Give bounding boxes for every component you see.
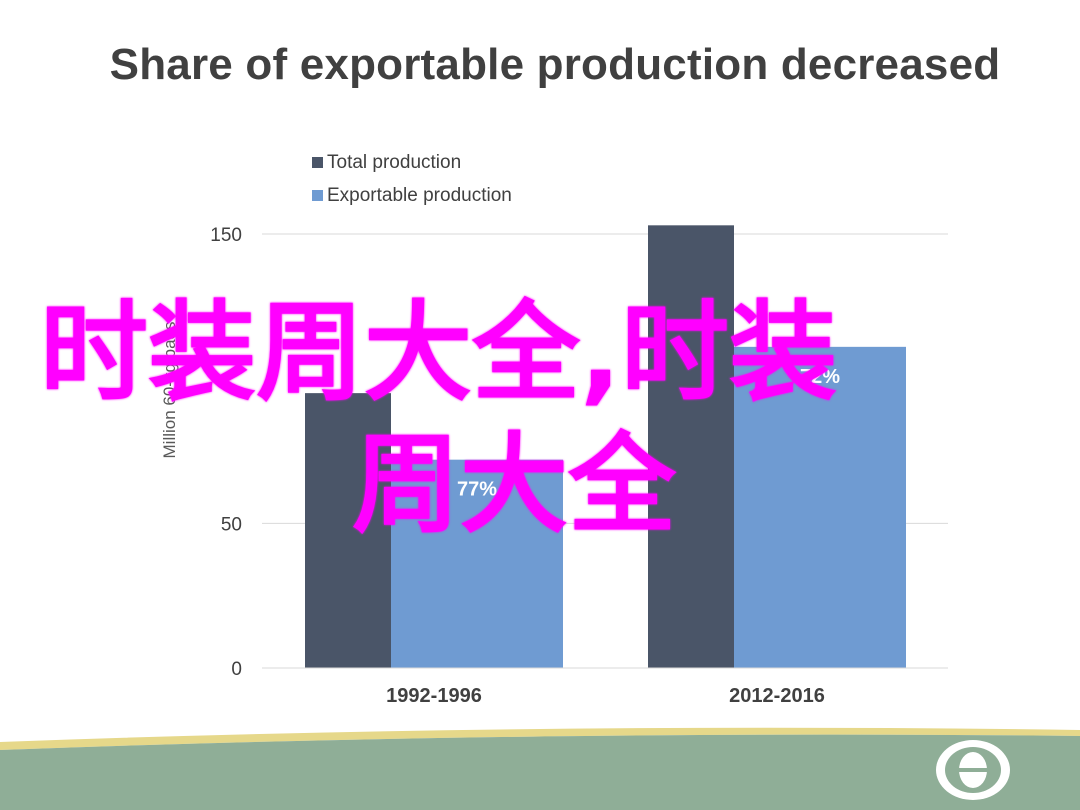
x-tick-label: 2012-2016 [729,685,825,707]
legend-swatch-total [312,157,323,168]
legend: Total production Exportable production [312,146,512,212]
footer-green-band [0,734,1080,810]
logo-icon [936,740,1010,800]
legend-item-total: Total production [312,146,512,179]
legend-label-total: Total production [327,151,462,173]
overlay-watermark-line2: 周大全 [352,423,677,548]
bar-data-label: 72% [800,366,840,388]
footer-band [0,727,1080,810]
bar-data-label: 77% [457,479,497,501]
bar-total [305,393,391,668]
legend-swatch-exportable [312,190,323,201]
y-tick-label: 0 [231,659,242,680]
y-tick-label: 50 [221,514,242,535]
overlay-watermark-line1: 时装周大全,时装 [40,291,838,416]
y-tick-label: 150 [210,225,242,246]
legend-label-exportable: Exportable production [327,184,512,206]
legend-item-exportable: Exportable production [312,179,512,212]
bar-exportable [391,459,563,668]
x-tick-label: 1992-1996 [386,685,482,707]
footer-yellow-stripe [0,727,1080,750]
chart-title: Share of exportable production decreased [109,40,1001,89]
bar-exportable [734,346,906,668]
bar-total [648,225,734,668]
y-axis-label: Million 60-kg bags [160,321,179,458]
